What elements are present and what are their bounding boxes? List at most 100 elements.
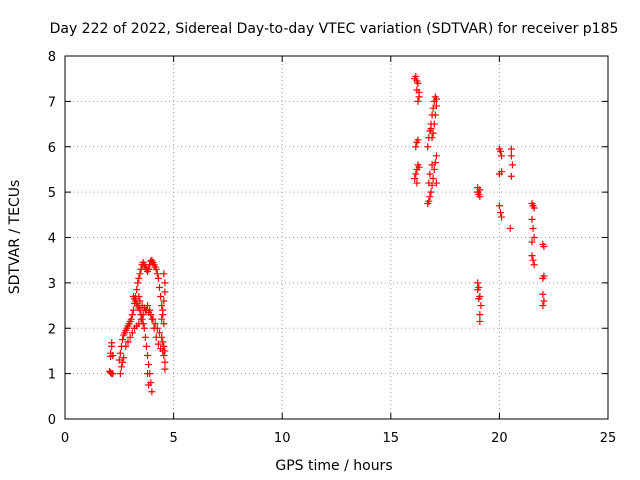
data-point [158, 333, 166, 341]
data-point [426, 170, 434, 178]
data-point [151, 320, 159, 328]
data-point [129, 306, 137, 314]
data-point [109, 351, 117, 359]
data-point [119, 358, 127, 366]
data-point [495, 170, 503, 178]
data-point [414, 136, 422, 144]
data-point [160, 351, 168, 359]
data-point [161, 279, 169, 287]
data-point [142, 342, 150, 350]
data-point [155, 329, 163, 337]
data-point [157, 292, 165, 300]
data-point [428, 134, 436, 142]
grid-lines [65, 56, 608, 419]
data-point [530, 204, 538, 212]
data-point [145, 381, 153, 389]
data-point [135, 274, 143, 282]
data-point [540, 243, 548, 251]
y-tick-label: 0 [48, 413, 56, 428]
data-point [161, 347, 169, 355]
x-tick-label: 20 [491, 431, 508, 446]
data-point [153, 270, 161, 278]
y-tick-label: 2 [48, 322, 56, 337]
data-point [476, 186, 484, 194]
data-point [126, 333, 134, 341]
y-tick-label: 3 [48, 277, 56, 292]
data-point [127, 315, 135, 323]
data-point [413, 86, 421, 94]
data-point [124, 338, 132, 346]
data-point [160, 320, 168, 328]
data-point [530, 261, 538, 269]
data-point [507, 145, 515, 153]
data-point [116, 370, 124, 378]
chart-title: Day 222 of 2022, Sidereal Day-to-day VTE… [50, 21, 619, 37]
data-point [495, 202, 503, 210]
data-point [432, 179, 440, 187]
data-point [425, 197, 433, 205]
data-point [429, 129, 437, 137]
y-tick-label: 4 [48, 232, 56, 247]
data-point [413, 179, 421, 187]
y-tick-label: 1 [48, 368, 56, 383]
data-point [498, 213, 506, 221]
data-point [431, 111, 439, 119]
data-point [148, 388, 156, 396]
data-point [476, 193, 484, 201]
data-point [427, 188, 435, 196]
data-point [119, 336, 127, 344]
data-point [136, 297, 144, 305]
x-tick-label: 15 [383, 431, 400, 446]
x-tick-label: 5 [169, 431, 177, 446]
data-point [426, 193, 434, 201]
data-point [474, 286, 482, 294]
data-point [507, 172, 515, 180]
data-point [161, 358, 169, 366]
data-point [144, 351, 152, 359]
y-tick-label: 8 [48, 50, 56, 65]
data-point [160, 297, 168, 305]
data-point [144, 370, 152, 378]
data-point [432, 102, 440, 110]
data-point [496, 209, 504, 217]
data-point [149, 315, 157, 323]
data-point [540, 297, 548, 305]
data-point [133, 286, 141, 294]
data-point [134, 279, 142, 287]
data-point [159, 306, 167, 314]
data-point [529, 224, 537, 232]
data-point [432, 152, 440, 160]
data-point [158, 302, 166, 310]
data-point [528, 215, 536, 223]
data-point [415, 93, 423, 101]
data-point [412, 72, 420, 80]
data-point [412, 143, 420, 151]
data-point [430, 165, 438, 173]
data-point [155, 283, 163, 291]
data-point [427, 125, 435, 133]
data-point [120, 354, 128, 362]
data-point [496, 147, 504, 155]
data-point [108, 339, 116, 347]
data-point [109, 370, 117, 378]
data-point [154, 274, 162, 282]
x-axis-label: GPS time / hours [275, 458, 392, 474]
data-point [161, 288, 169, 296]
data-point [425, 179, 433, 187]
tick-labels: 0 5 10 15 20 25 0 1 2 3 4 5 6 7 8 [48, 50, 617, 446]
data-point [540, 272, 548, 280]
plot-frame [64, 55, 609, 420]
y-tick-label: 6 [48, 141, 56, 156]
data-point [477, 302, 485, 310]
data-point [506, 224, 514, 232]
data-point [475, 295, 483, 303]
x-tick-label: 10 [274, 431, 291, 446]
data-point [530, 234, 538, 241]
data-point [137, 311, 145, 319]
data-point [145, 361, 153, 369]
data-point [539, 290, 547, 298]
data-point [128, 311, 136, 319]
data-point [122, 342, 130, 350]
data-point [414, 97, 422, 105]
